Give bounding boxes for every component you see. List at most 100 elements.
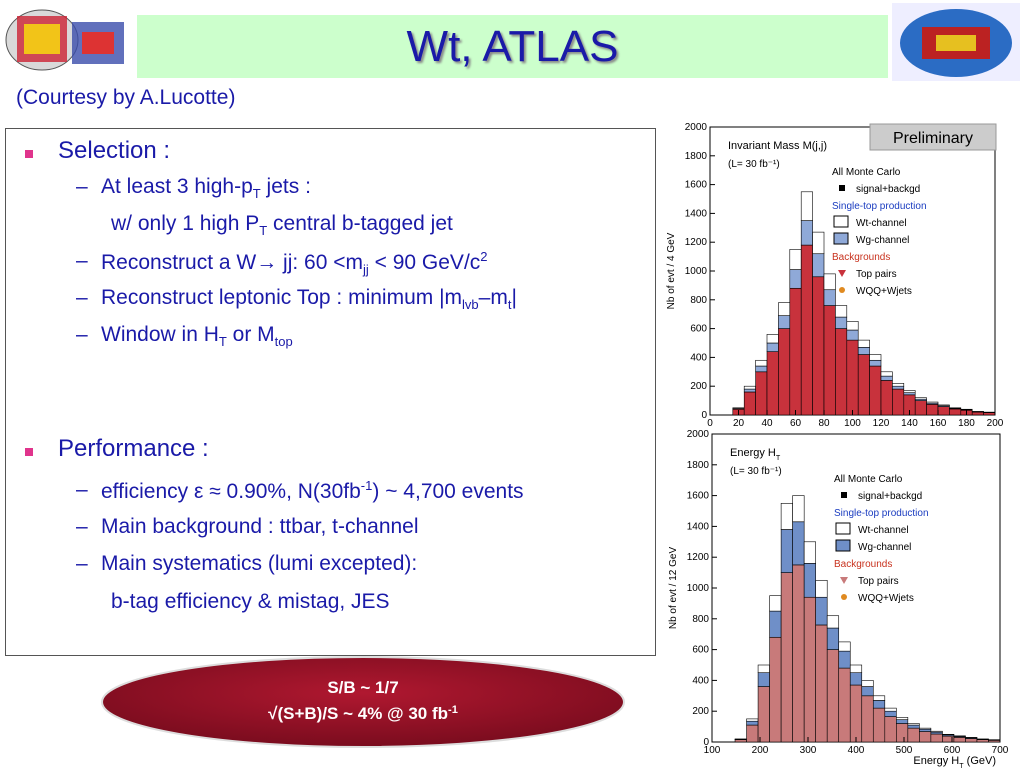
histogram-bar: [789, 269, 802, 289]
text-run: (GeV): [964, 755, 996, 767]
histogram-bar: [914, 397, 927, 400]
legend-heading: All Monte Carlo: [834, 474, 903, 485]
histogram-bar: [896, 717, 909, 720]
histogram-bar: [835, 316, 848, 329]
legend-label: signal+backgd: [858, 491, 922, 502]
chart-subtitle: (L= 30 fb⁻¹): [728, 159, 780, 170]
y-tick-label: 1000: [685, 266, 708, 277]
histogram-bar: [926, 404, 939, 416]
dash-marker: –: [76, 286, 88, 309]
histogram-bar: [949, 408, 962, 410]
chart-title: Energy HT: [730, 447, 781, 462]
histogram-bar: [919, 727, 932, 730]
histogram-bar: [778, 315, 791, 329]
y-tick-label: 0: [703, 737, 709, 748]
legend-heading: Single-top production: [834, 508, 929, 519]
text-run: < 90 GeV/c: [368, 251, 481, 274]
histogram-bar: [757, 672, 770, 687]
histogram-bar: [812, 231, 825, 255]
summary-ellipse: S/B ~ 1/7 √(S+B)/S ~ 4% @ 30 fb-1: [101, 656, 625, 748]
text-run: 2: [480, 249, 488, 264]
dash-marker: –: [76, 515, 88, 538]
histogram-bar: [861, 686, 874, 697]
histogram-bar: [846, 329, 859, 341]
histogram-bar: [780, 529, 793, 573]
y-tick-label: 1200: [687, 552, 710, 563]
histogram-bar: [815, 596, 828, 626]
histogram-bar: [815, 579, 828, 598]
histogram-bar: [869, 359, 882, 367]
histogram-bar: [849, 672, 863, 686]
histogram-bar: [857, 339, 870, 348]
histogram-bar: [930, 731, 943, 735]
legend-label: Wt-channel: [858, 525, 909, 536]
text-run: –m: [478, 286, 508, 309]
x-tick-label: 200: [752, 745, 769, 756]
histogram-bar: [769, 636, 782, 743]
histogram-bar: [880, 380, 893, 416]
bullet-text: Reconstruct leptonic Top : minimum |mlvb…: [101, 286, 517, 312]
text-run: Energy H: [913, 755, 959, 767]
legend-symbol: [841, 594, 847, 600]
histogram-bar: [780, 502, 793, 530]
histogram-bar: [949, 407, 962, 409]
histogram-bar: [965, 738, 978, 743]
histogram-bar: [872, 695, 886, 701]
dash-marker: –: [76, 552, 88, 575]
histogram-bar: [953, 737, 966, 743]
histogram-bar: [942, 735, 955, 743]
y-tick-label: 1400: [687, 521, 710, 532]
histogram-bar: [778, 328, 791, 416]
histogram-bar: [789, 249, 802, 270]
legend-heading: Backgrounds: [834, 559, 892, 570]
y-tick-label: 2000: [685, 122, 708, 133]
histogram-bar: [857, 347, 870, 355]
y-tick-label: 200: [690, 381, 707, 392]
x-tick-label: 120: [873, 418, 890, 429]
x-tick-label: 400: [848, 745, 865, 756]
histogram-bar: [743, 391, 756, 416]
histogram-bar: [880, 371, 893, 377]
histogram-bar: [755, 365, 768, 373]
bullet-text: w/ only 1 high PT central b-tagged jet: [111, 212, 453, 238]
histogram-bar: [988, 740, 1001, 743]
text-run: Reconstruct a W→ jj: 60 <m: [101, 251, 363, 274]
y-tick-label: 1800: [685, 151, 708, 162]
dash-marker: –: [76, 478, 88, 501]
histogram-bar: [953, 736, 966, 738]
histogram-bar: [926, 402, 939, 405]
legend-label: Top pairs: [856, 269, 897, 280]
text-run: b-tag efficiency & mistag, JES: [111, 590, 390, 613]
text-run: or M: [226, 323, 275, 346]
legend-symbol: [840, 577, 848, 584]
histogram-bar: [812, 253, 825, 278]
y-tick-label: 1000: [687, 583, 710, 594]
y-tick-label: 200: [692, 706, 709, 717]
y-tick-label: 2000: [687, 429, 710, 440]
legend-symbol: [833, 232, 849, 245]
histogram-bar: [976, 739, 989, 743]
histogram-bar: [926, 401, 939, 404]
histogram-bar: [965, 737, 978, 739]
histogram-bar: [803, 563, 816, 598]
histogram-bar: [884, 716, 897, 743]
histogram-bar: [937, 404, 950, 407]
histogram-bar: [815, 624, 828, 743]
x-tick-label: 100: [844, 418, 861, 429]
histogram-bar: [812, 276, 825, 416]
y-axis-label: Nb of evt / 12 GeV: [668, 547, 679, 630]
bullet-text: b-tag efficiency & mistag, JES: [111, 590, 390, 614]
legend-label: Wg-channel: [858, 542, 911, 553]
dash-marker: –: [76, 175, 88, 198]
histogram-bar: [869, 365, 882, 416]
histogram-bar: [732, 407, 745, 409]
y-tick-label: 800: [690, 295, 707, 306]
histogram-bar: [743, 388, 756, 393]
text-run: Performance :: [58, 435, 209, 462]
histogram-bar: [835, 305, 848, 318]
text-run: Energy H: [730, 447, 776, 459]
histogram-bar: [803, 596, 816, 743]
histogram-bar: [846, 339, 859, 416]
y-tick-label: 600: [690, 324, 707, 335]
text-run: T: [252, 186, 261, 202]
